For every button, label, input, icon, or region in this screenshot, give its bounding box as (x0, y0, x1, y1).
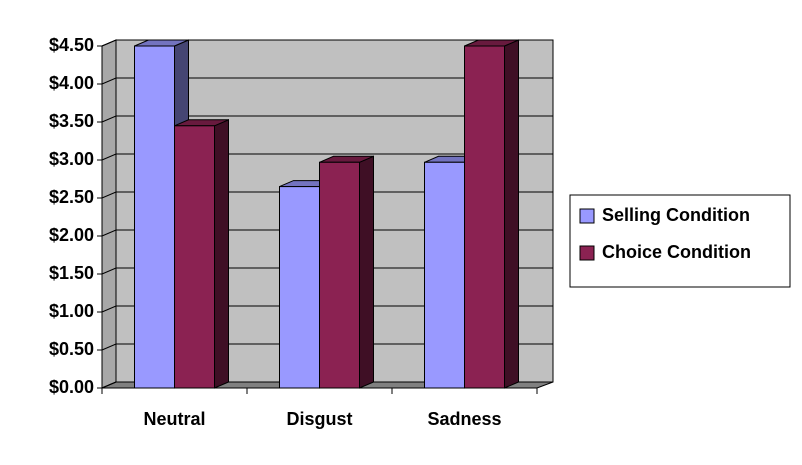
grid-line (101, 115, 553, 123)
grid-line (101, 77, 553, 85)
grid-line (101, 229, 553, 237)
x-tick-label: Sadness (427, 409, 501, 429)
y-tick-label: $0.00 (49, 377, 94, 397)
legend-swatch (579, 208, 595, 224)
legend-label: Selling Condition (602, 205, 750, 225)
x-tick-label: Disgust (286, 409, 352, 429)
y-tick-label: $3.00 (49, 149, 94, 169)
bar (464, 45, 505, 389)
y-tick-label: $2.00 (49, 225, 94, 245)
bar-side (359, 155, 374, 389)
y-tick-label: $2.50 (49, 187, 94, 207)
y-tick-label: $4.50 (49, 35, 94, 55)
side-wall (101, 39, 117, 389)
y-tick-label: $0.50 (49, 339, 94, 359)
legend-label: Choice Condition (602, 242, 751, 262)
legend-box (569, 194, 791, 288)
grid-line (101, 39, 553, 47)
y-tick-label: $3.50 (49, 111, 94, 131)
y-tick-label: $4.00 (49, 73, 94, 93)
grid-line (101, 191, 553, 199)
grid-line (101, 305, 553, 313)
bar (134, 45, 175, 389)
y-tick-label: $1.50 (49, 263, 94, 283)
y-tick-label: $1.00 (49, 301, 94, 321)
legend-swatch (579, 245, 595, 261)
bar-side (504, 39, 519, 389)
bar (319, 161, 360, 389)
bar (174, 125, 215, 389)
x-tick-label: Neutral (143, 409, 205, 429)
bar (279, 186, 320, 389)
bar-side (214, 119, 229, 389)
bar (424, 161, 465, 389)
grid-line (101, 381, 553, 389)
grid-line (101, 153, 553, 161)
grid-line (101, 343, 553, 351)
grid-line (101, 267, 553, 275)
